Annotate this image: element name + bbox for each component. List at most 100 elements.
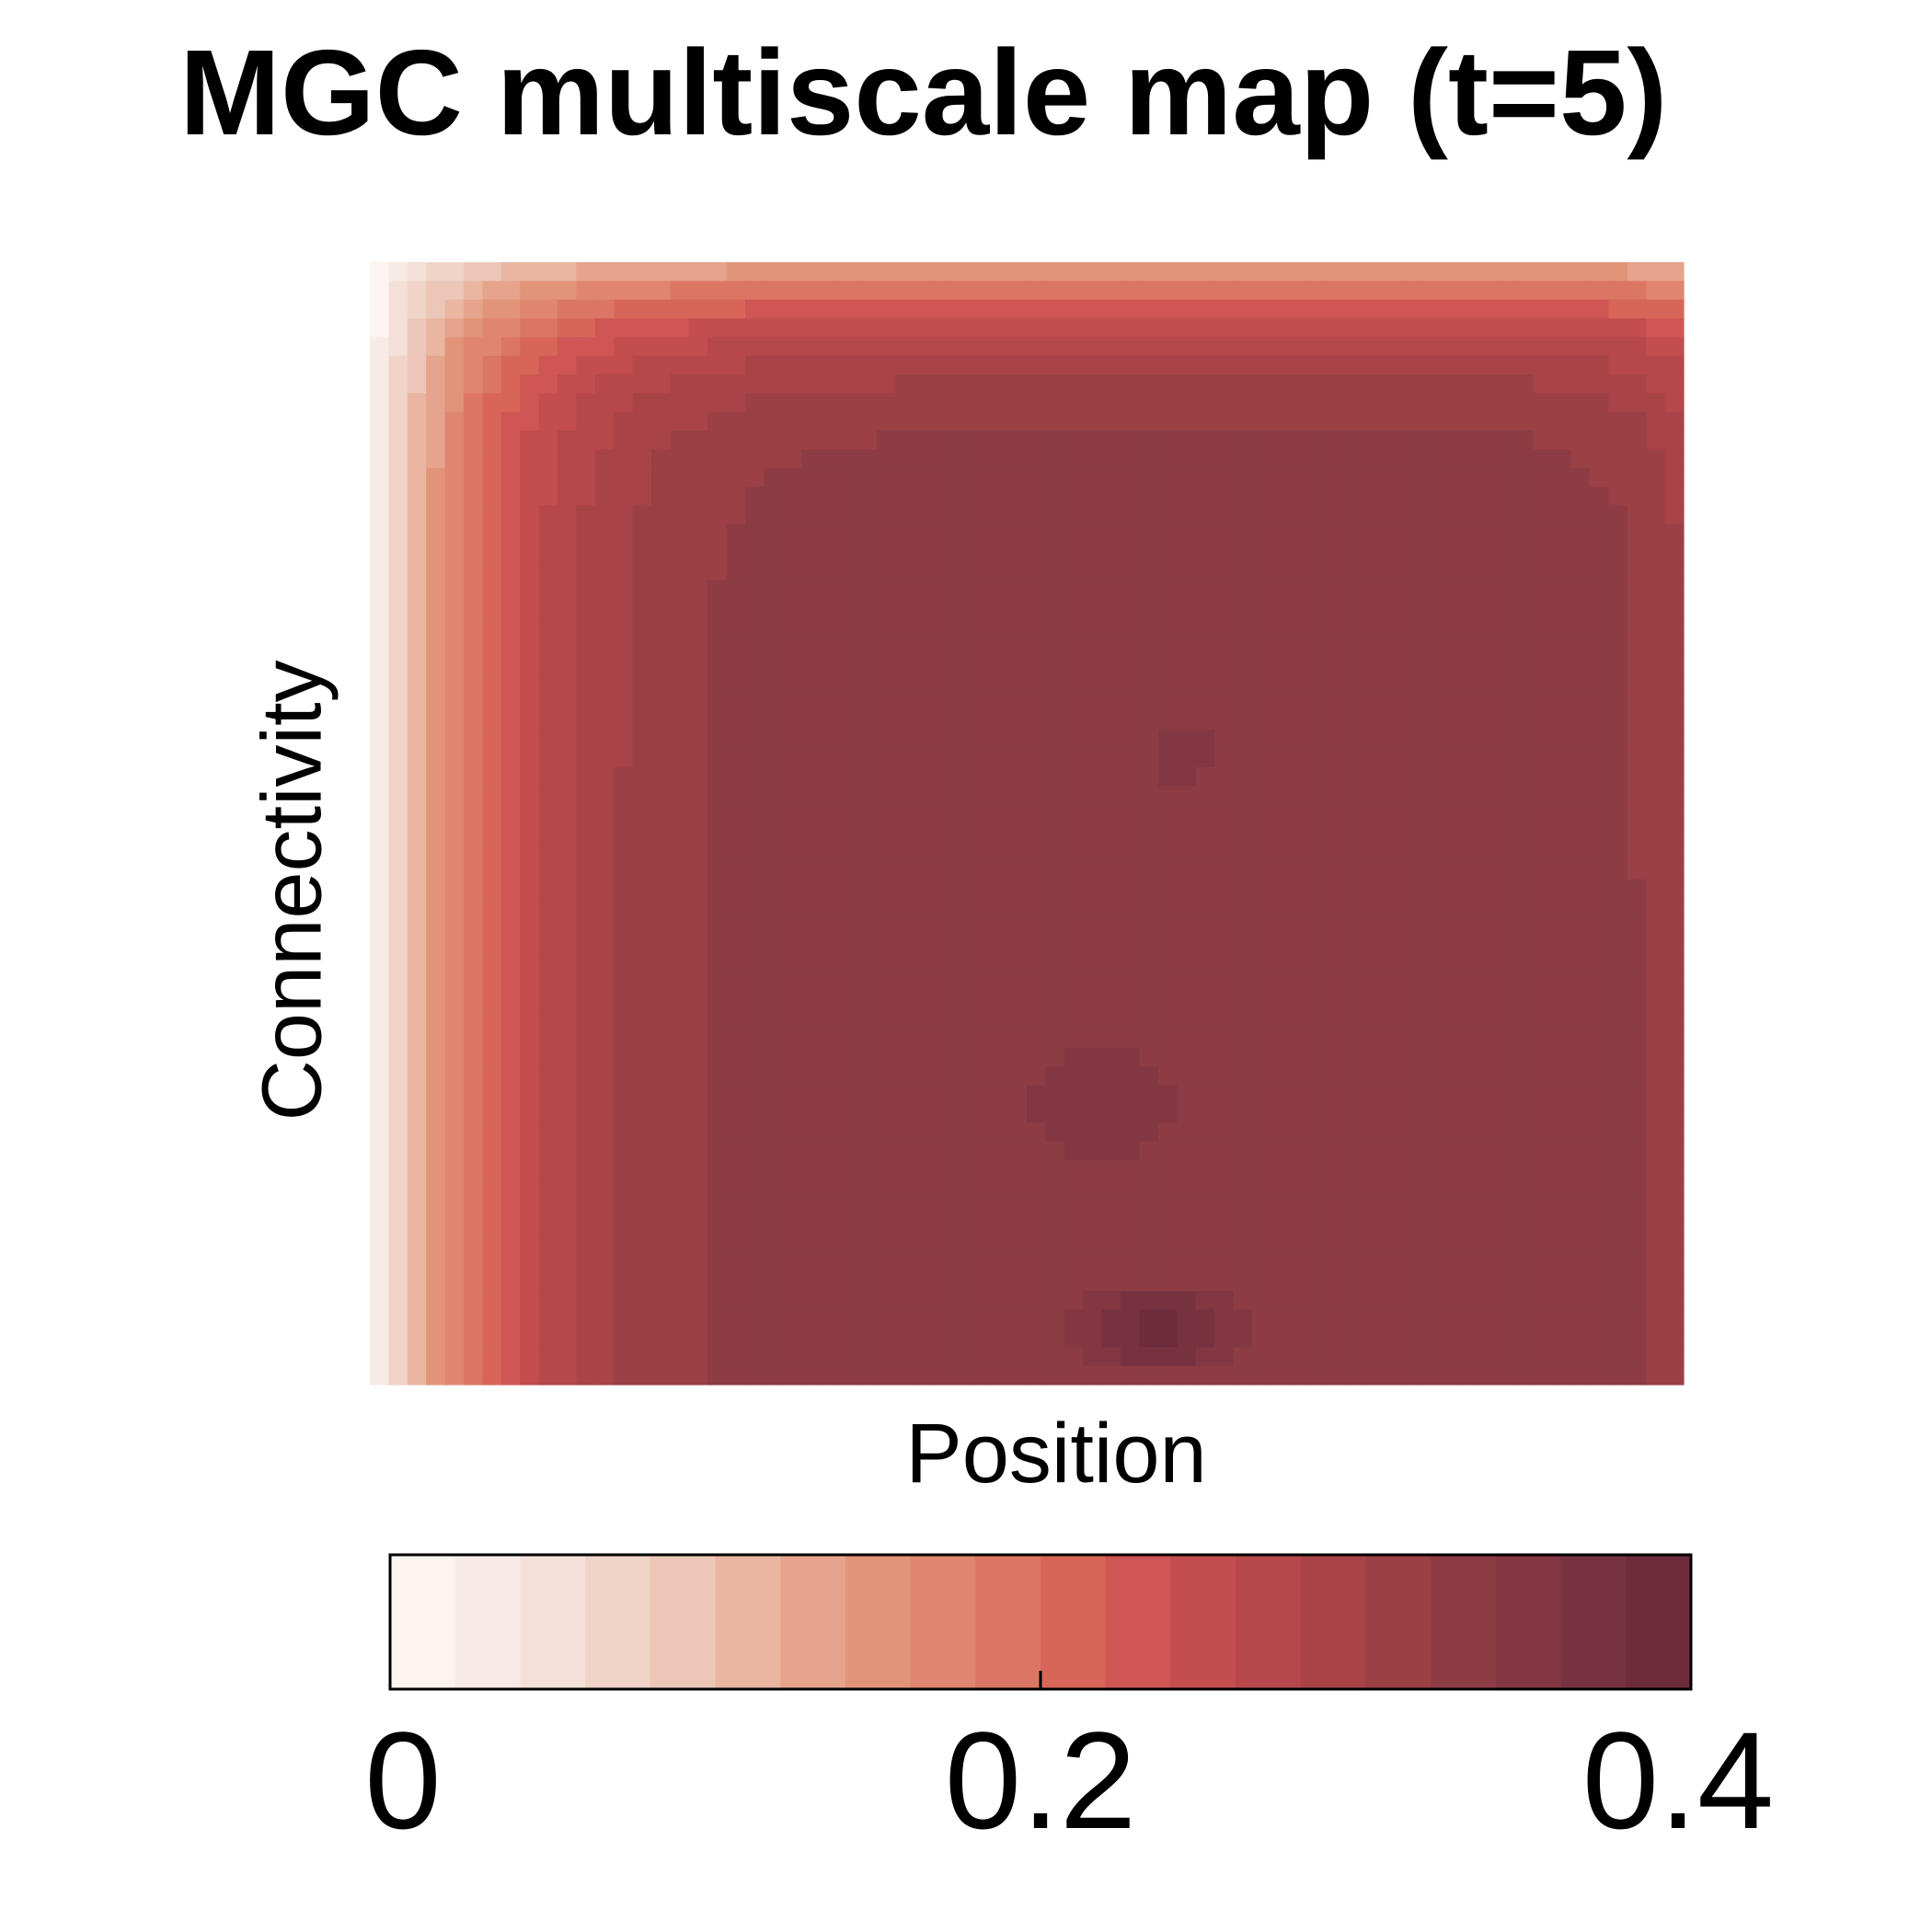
heatmap-cell — [1195, 523, 1215, 544]
heatmap-cell — [688, 617, 708, 638]
heatmap-cell — [614, 599, 634, 618]
heatmap-cell — [820, 916, 840, 937]
heatmap-cell — [1420, 487, 1441, 506]
heatmap-cell — [1627, 916, 1647, 937]
heatmap-cell — [876, 580, 896, 600]
heatmap-cell — [1627, 580, 1647, 600]
heatmap-cell — [914, 730, 934, 750]
heatmap-cell — [426, 916, 446, 937]
heatmap-cell — [500, 449, 521, 469]
heatmap-cell — [1045, 860, 1065, 880]
heatmap-cell — [801, 636, 822, 656]
heatmap-cell — [1157, 936, 1178, 955]
heatmap-cell — [407, 281, 427, 301]
heatmap-cell — [764, 505, 784, 525]
heatmap-cell — [1289, 467, 1309, 488]
heatmap-cell — [444, 299, 465, 319]
heatmap-cell — [1402, 318, 1421, 338]
heatmap-cell — [1195, 804, 1215, 824]
heatmap-cell — [1570, 543, 1591, 562]
heatmap-cell — [388, 804, 408, 824]
heatmap-cell — [895, 954, 915, 974]
heatmap-cell — [632, 449, 652, 469]
heatmap-cell — [1083, 599, 1103, 618]
heatmap-cell — [1552, 337, 1572, 357]
heatmap-cell — [1007, 374, 1028, 394]
heatmap-cell — [1233, 673, 1253, 694]
heatmap-cell — [538, 505, 558, 525]
heatmap-cell — [1477, 730, 1497, 750]
heatmap-cell — [444, 523, 465, 544]
heatmap-cell — [670, 898, 690, 918]
heatmap-cell — [1514, 916, 1535, 937]
heatmap-cell — [1420, 842, 1441, 862]
heatmap-cell — [1101, 916, 1121, 937]
heatmap-cell — [1064, 431, 1084, 450]
heatmap-cell — [726, 561, 746, 581]
heatmap-cell — [801, 860, 822, 880]
heatmap-cell — [1664, 523, 1685, 544]
heatmap-cell — [500, 355, 521, 375]
heatmap-cell — [764, 842, 784, 862]
heatmap-cell — [1214, 730, 1234, 750]
heatmap-cell — [538, 673, 558, 694]
heatmap-cell — [464, 748, 483, 768]
heatmap-cell — [1327, 748, 1347, 768]
heatmap-cell — [614, 467, 634, 488]
heatmap-cell — [801, 262, 822, 282]
heatmap-cell — [1101, 636, 1121, 656]
heatmap-cell — [970, 860, 990, 880]
heatmap-cell — [726, 431, 746, 450]
heatmap-cell — [1177, 561, 1197, 581]
heatmap-cell — [651, 636, 671, 656]
heatmap-cell — [1627, 823, 1647, 843]
heatmap-cell — [1177, 880, 1197, 899]
heatmap-cell — [970, 262, 990, 282]
heatmap-cell — [1027, 673, 1046, 694]
heatmap-cell — [745, 673, 765, 694]
heatmap-cell — [1439, 692, 1459, 712]
heatmap-cell — [1308, 487, 1328, 506]
heatmap-cell — [1458, 599, 1478, 618]
heatmap-cell — [594, 972, 615, 993]
heatmap-cell — [1233, 898, 1253, 918]
heatmap-cell — [1664, 393, 1685, 413]
heatmap-cell — [1327, 467, 1347, 488]
heatmap-cell — [933, 561, 952, 581]
heatmap-cell — [726, 880, 746, 899]
heatmap-cell — [538, 411, 558, 431]
heatmap-cell — [538, 262, 558, 282]
heatmap-cell — [1045, 299, 1065, 319]
heatmap-cell — [876, 262, 896, 282]
heatmap-cell — [1101, 561, 1121, 581]
heatmap-cell — [670, 523, 690, 544]
heatmap-cell — [576, 804, 596, 824]
heatmap-cell — [594, 898, 615, 918]
heatmap-cell — [989, 543, 1009, 562]
heatmap-cell — [1214, 954, 1234, 974]
heatmap-cell — [1364, 299, 1385, 319]
heatmap-cell — [1045, 449, 1065, 469]
heatmap-cell — [1590, 916, 1609, 937]
heatmap-cell — [1271, 936, 1291, 955]
heatmap-cell — [1007, 467, 1028, 488]
heatmap-cell — [464, 393, 483, 413]
heatmap-cell — [820, 880, 840, 899]
heatmap-cell — [482, 431, 502, 450]
heatmap-cell — [1177, 523, 1197, 544]
heatmap-cell — [951, 711, 972, 730]
heatmap-cell — [1570, 954, 1591, 974]
heatmap-cell — [801, 916, 822, 937]
heatmap-cell — [407, 411, 427, 431]
heatmap-cell — [1083, 898, 1103, 918]
heatmap-cell — [895, 860, 915, 880]
heatmap-cell — [1101, 972, 1121, 993]
heatmap-cell — [914, 823, 934, 843]
heatmap-cell — [895, 673, 915, 694]
heatmap-cell — [1364, 786, 1385, 806]
heatmap-cell — [464, 411, 483, 431]
heatmap-cell — [1477, 860, 1497, 880]
heatmap-cell — [500, 318, 521, 338]
heatmap-cell — [1646, 748, 1666, 768]
heatmap-cell — [370, 262, 389, 282]
